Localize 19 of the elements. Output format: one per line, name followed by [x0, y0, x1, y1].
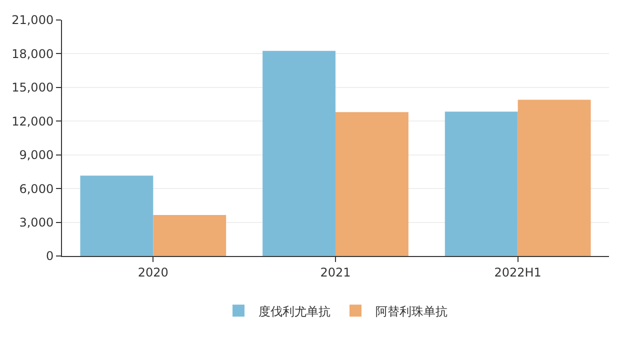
y-tick-label: 21,000: [12, 13, 54, 28]
bar: [80, 176, 154, 256]
x-tick-label: 2022H1: [494, 265, 542, 280]
bar: [336, 112, 408, 256]
x-tick-label: 2021: [320, 265, 351, 280]
y-tick-label: 12,000: [12, 114, 54, 128]
bar: [444, 112, 518, 256]
y-tick-label: 9,000: [19, 148, 54, 162]
bar: [518, 100, 591, 256]
bar: [153, 214, 226, 256]
bar: [262, 50, 336, 256]
legend-label: 度伐利尤单抗: [258, 304, 330, 318]
y-tick-label: 18,000: [12, 46, 54, 61]
y-tick-label: 0: [46, 249, 54, 264]
legend-label: 阿替利珠单抗: [376, 304, 448, 318]
y-tick-label: 6,000: [19, 182, 54, 196]
y-tick-label: 3,000: [19, 215, 54, 230]
x-tick-label: 2020: [138, 265, 168, 280]
y-tick-label: 15,000: [12, 80, 54, 95]
